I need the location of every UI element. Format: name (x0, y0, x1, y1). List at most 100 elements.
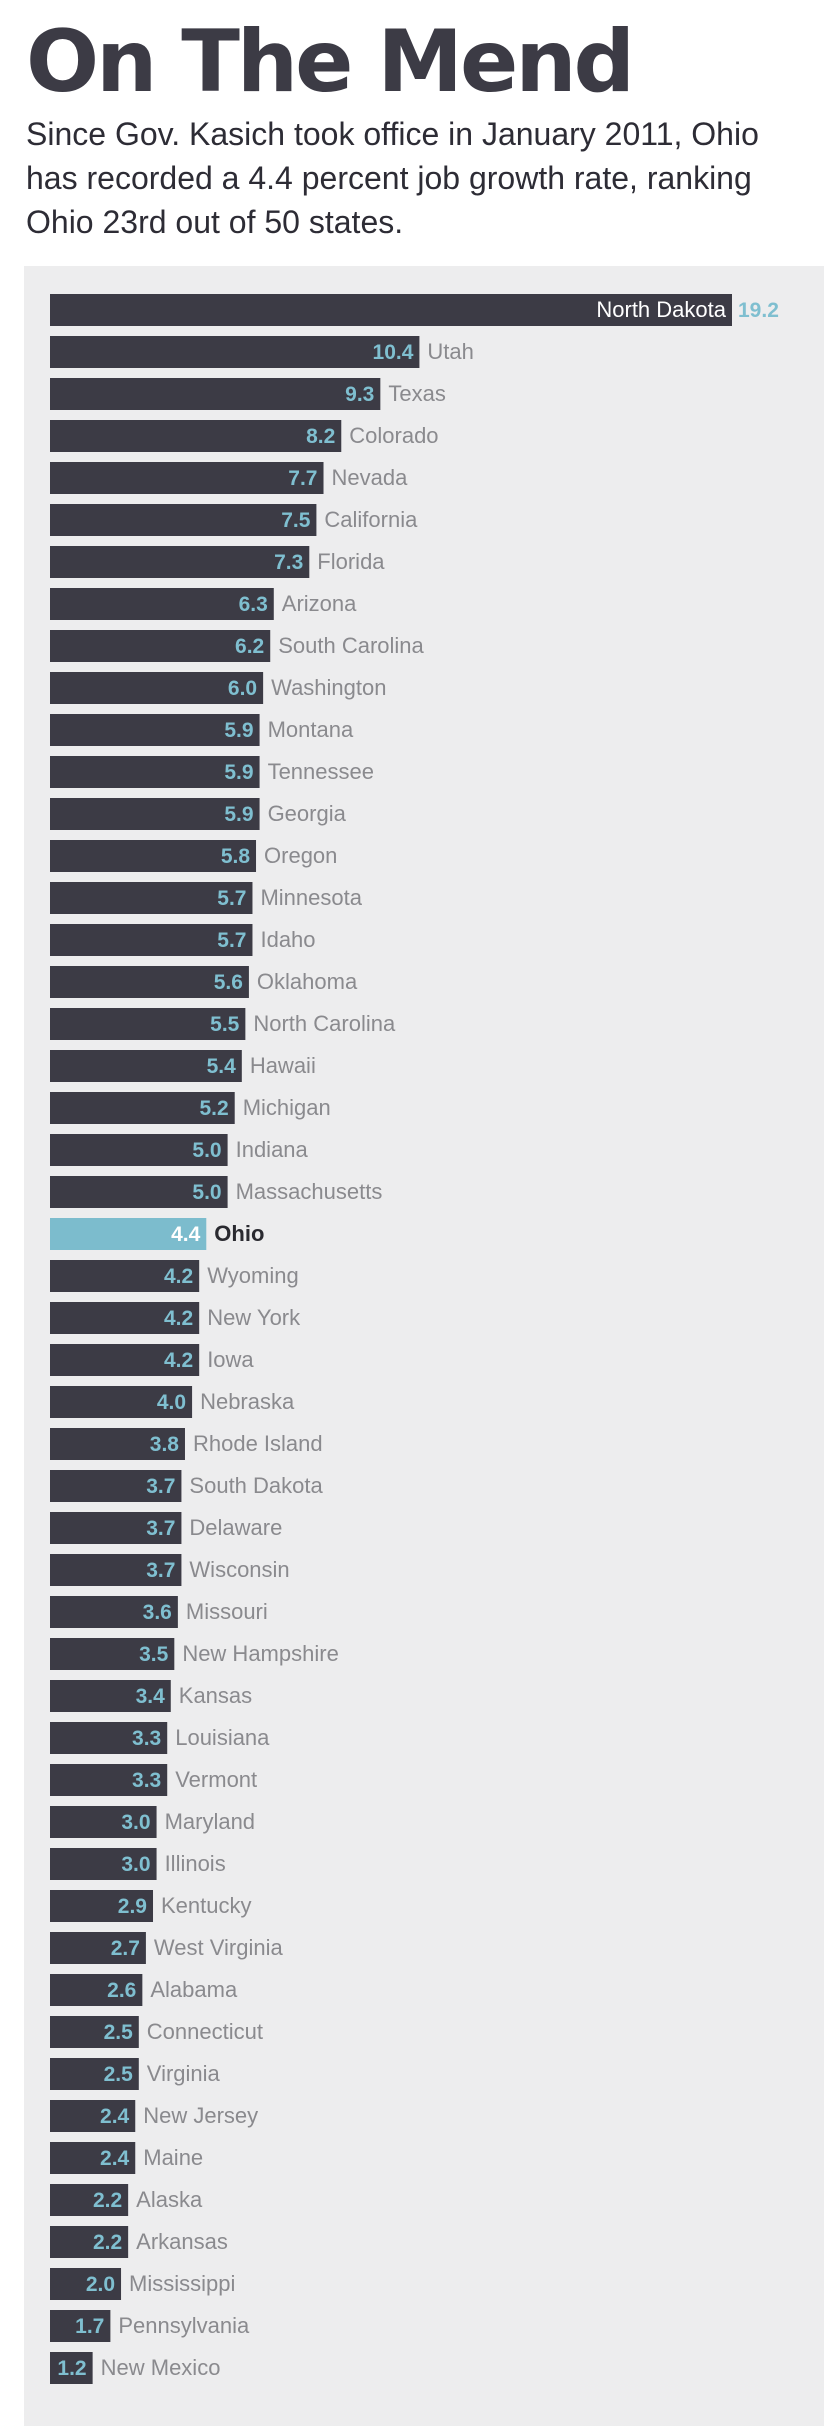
value-label: 5.7 (217, 929, 246, 952)
category-label: North Dakota (596, 297, 726, 322)
value-label: 2.5 (104, 2021, 134, 2044)
bar-colorado (50, 420, 342, 452)
bar-utah (50, 336, 420, 368)
category-label: Oregon (264, 843, 337, 868)
category-label: Maryland (165, 1809, 255, 1834)
bar-new-mexico (50, 2352, 93, 2384)
value-label: 6.0 (228, 677, 257, 700)
bar-wisconsin (50, 1554, 182, 1586)
value-label: 3.3 (132, 1727, 161, 1750)
bar-west-virginia (50, 1932, 146, 1964)
bar-georgia (50, 798, 260, 830)
value-label: 7.7 (288, 467, 317, 490)
value-label: 2.6 (107, 1979, 136, 2002)
value-label: 4.2 (164, 1265, 193, 1288)
bar-indiana (50, 1134, 228, 1166)
bar-massachusetts (50, 1176, 228, 1208)
category-label: Alabama (150, 1977, 238, 2002)
category-label: Mississippi (129, 2271, 235, 2296)
category-label: Louisiana (175, 1725, 270, 1750)
bar-arkansas (50, 2226, 129, 2258)
bar-vermont (50, 1764, 168, 1796)
value-label: 4.4 (171, 1223, 201, 1246)
category-label: Indiana (236, 1137, 309, 1162)
value-label: 5.8 (221, 845, 251, 868)
bar-rhode-island (50, 1428, 185, 1460)
category-label: Tennessee (268, 759, 374, 784)
value-label: 3.6 (143, 1601, 172, 1624)
bar-arizona (50, 588, 274, 620)
category-label: Hawaii (250, 1053, 316, 1078)
category-label: Massachusetts (236, 1179, 383, 1204)
category-label: Delaware (189, 1515, 282, 1540)
category-label: Vermont (175, 1767, 257, 1792)
value-label: 1.2 (57, 2357, 86, 2380)
bar-south-dakota (50, 1470, 182, 1502)
bar-iowa (50, 1344, 200, 1376)
bar-maryland (50, 1806, 157, 1838)
value-label: 2.2 (93, 2231, 122, 2254)
category-label: South Dakota (189, 1473, 323, 1498)
bar-hawaii (50, 1050, 242, 1082)
value-label: 5.2 (200, 1097, 229, 1120)
value-label: 3.4 (136, 1685, 166, 1708)
value-label: 3.5 (139, 1643, 169, 1666)
chart-panel: 19.2 North Dakota 10.4 Utah 9.3 Texas 8.2 Color… (24, 266, 824, 2426)
category-label: Arizona (282, 591, 357, 616)
category-label: New Hampshire (182, 1641, 339, 1666)
category-label: Iowa (207, 1347, 254, 1372)
bar-illinois (50, 1848, 157, 1880)
category-label: Missouri (186, 1599, 268, 1624)
value-label: 1.7 (75, 2315, 104, 2338)
bar-north-dakota (50, 294, 732, 326)
value-label: 6.2 (235, 635, 264, 658)
category-label: West Virginia (154, 1935, 284, 1960)
bar-pennsylvania (50, 2310, 111, 2342)
category-label: Kansas (179, 1683, 252, 1708)
value-label: 2.4 (100, 2105, 130, 2128)
value-label: 4.2 (164, 1349, 193, 1372)
category-label: Florida (317, 549, 385, 574)
bar-montana (50, 714, 260, 746)
value-label: 4.2 (164, 1307, 193, 1330)
value-label: 6.3 (239, 593, 268, 616)
value-label: 2.0 (86, 2273, 115, 2296)
category-label: Wisconsin (189, 1557, 289, 1582)
value-label: 5.0 (192, 1181, 221, 1204)
value-label: 8.2 (306, 425, 335, 448)
bar-tennessee (50, 756, 260, 788)
bar-kansas (50, 1680, 171, 1712)
bar-south-carolina (50, 630, 271, 662)
category-label: Minnesota (260, 885, 362, 910)
category-label: Rhode Island (193, 1431, 323, 1456)
value-label: 3.0 (121, 1811, 150, 1834)
value-label: 2.7 (111, 1937, 140, 1960)
bar-north-carolina (50, 1008, 246, 1040)
bar-michigan (50, 1092, 235, 1124)
category-label: Colorado (349, 423, 438, 448)
bar-connecticut (50, 2016, 139, 2048)
value-label: 3.3 (132, 1769, 161, 1792)
value-label: 7.3 (274, 551, 303, 574)
category-label: New Jersey (143, 2103, 258, 2128)
bar-nebraska (50, 1386, 193, 1418)
bar-florida (50, 546, 310, 578)
bar-wyoming (50, 1260, 200, 1292)
value-label: 9.3 (345, 383, 374, 406)
bar-virginia (50, 2058, 139, 2090)
value-label: 5.7 (217, 887, 246, 910)
value-label: 3.7 (146, 1517, 175, 1540)
category-label: Washington (271, 675, 386, 700)
category-label: Georgia (268, 801, 347, 826)
value-label: 3.7 (146, 1559, 175, 1582)
category-label: Utah (427, 339, 473, 364)
category-label: Kentucky (161, 1893, 252, 1918)
value-label: 7.5 (281, 509, 311, 532)
bar-new-hampshire (50, 1638, 175, 1670)
bar-new-york (50, 1302, 200, 1334)
category-label: Illinois (165, 1851, 226, 1876)
bar-mississippi (50, 2268, 122, 2300)
category-label: Virginia (147, 2061, 221, 2086)
bar-louisiana (50, 1722, 168, 1754)
value-label: 2.4 (100, 2147, 130, 2170)
